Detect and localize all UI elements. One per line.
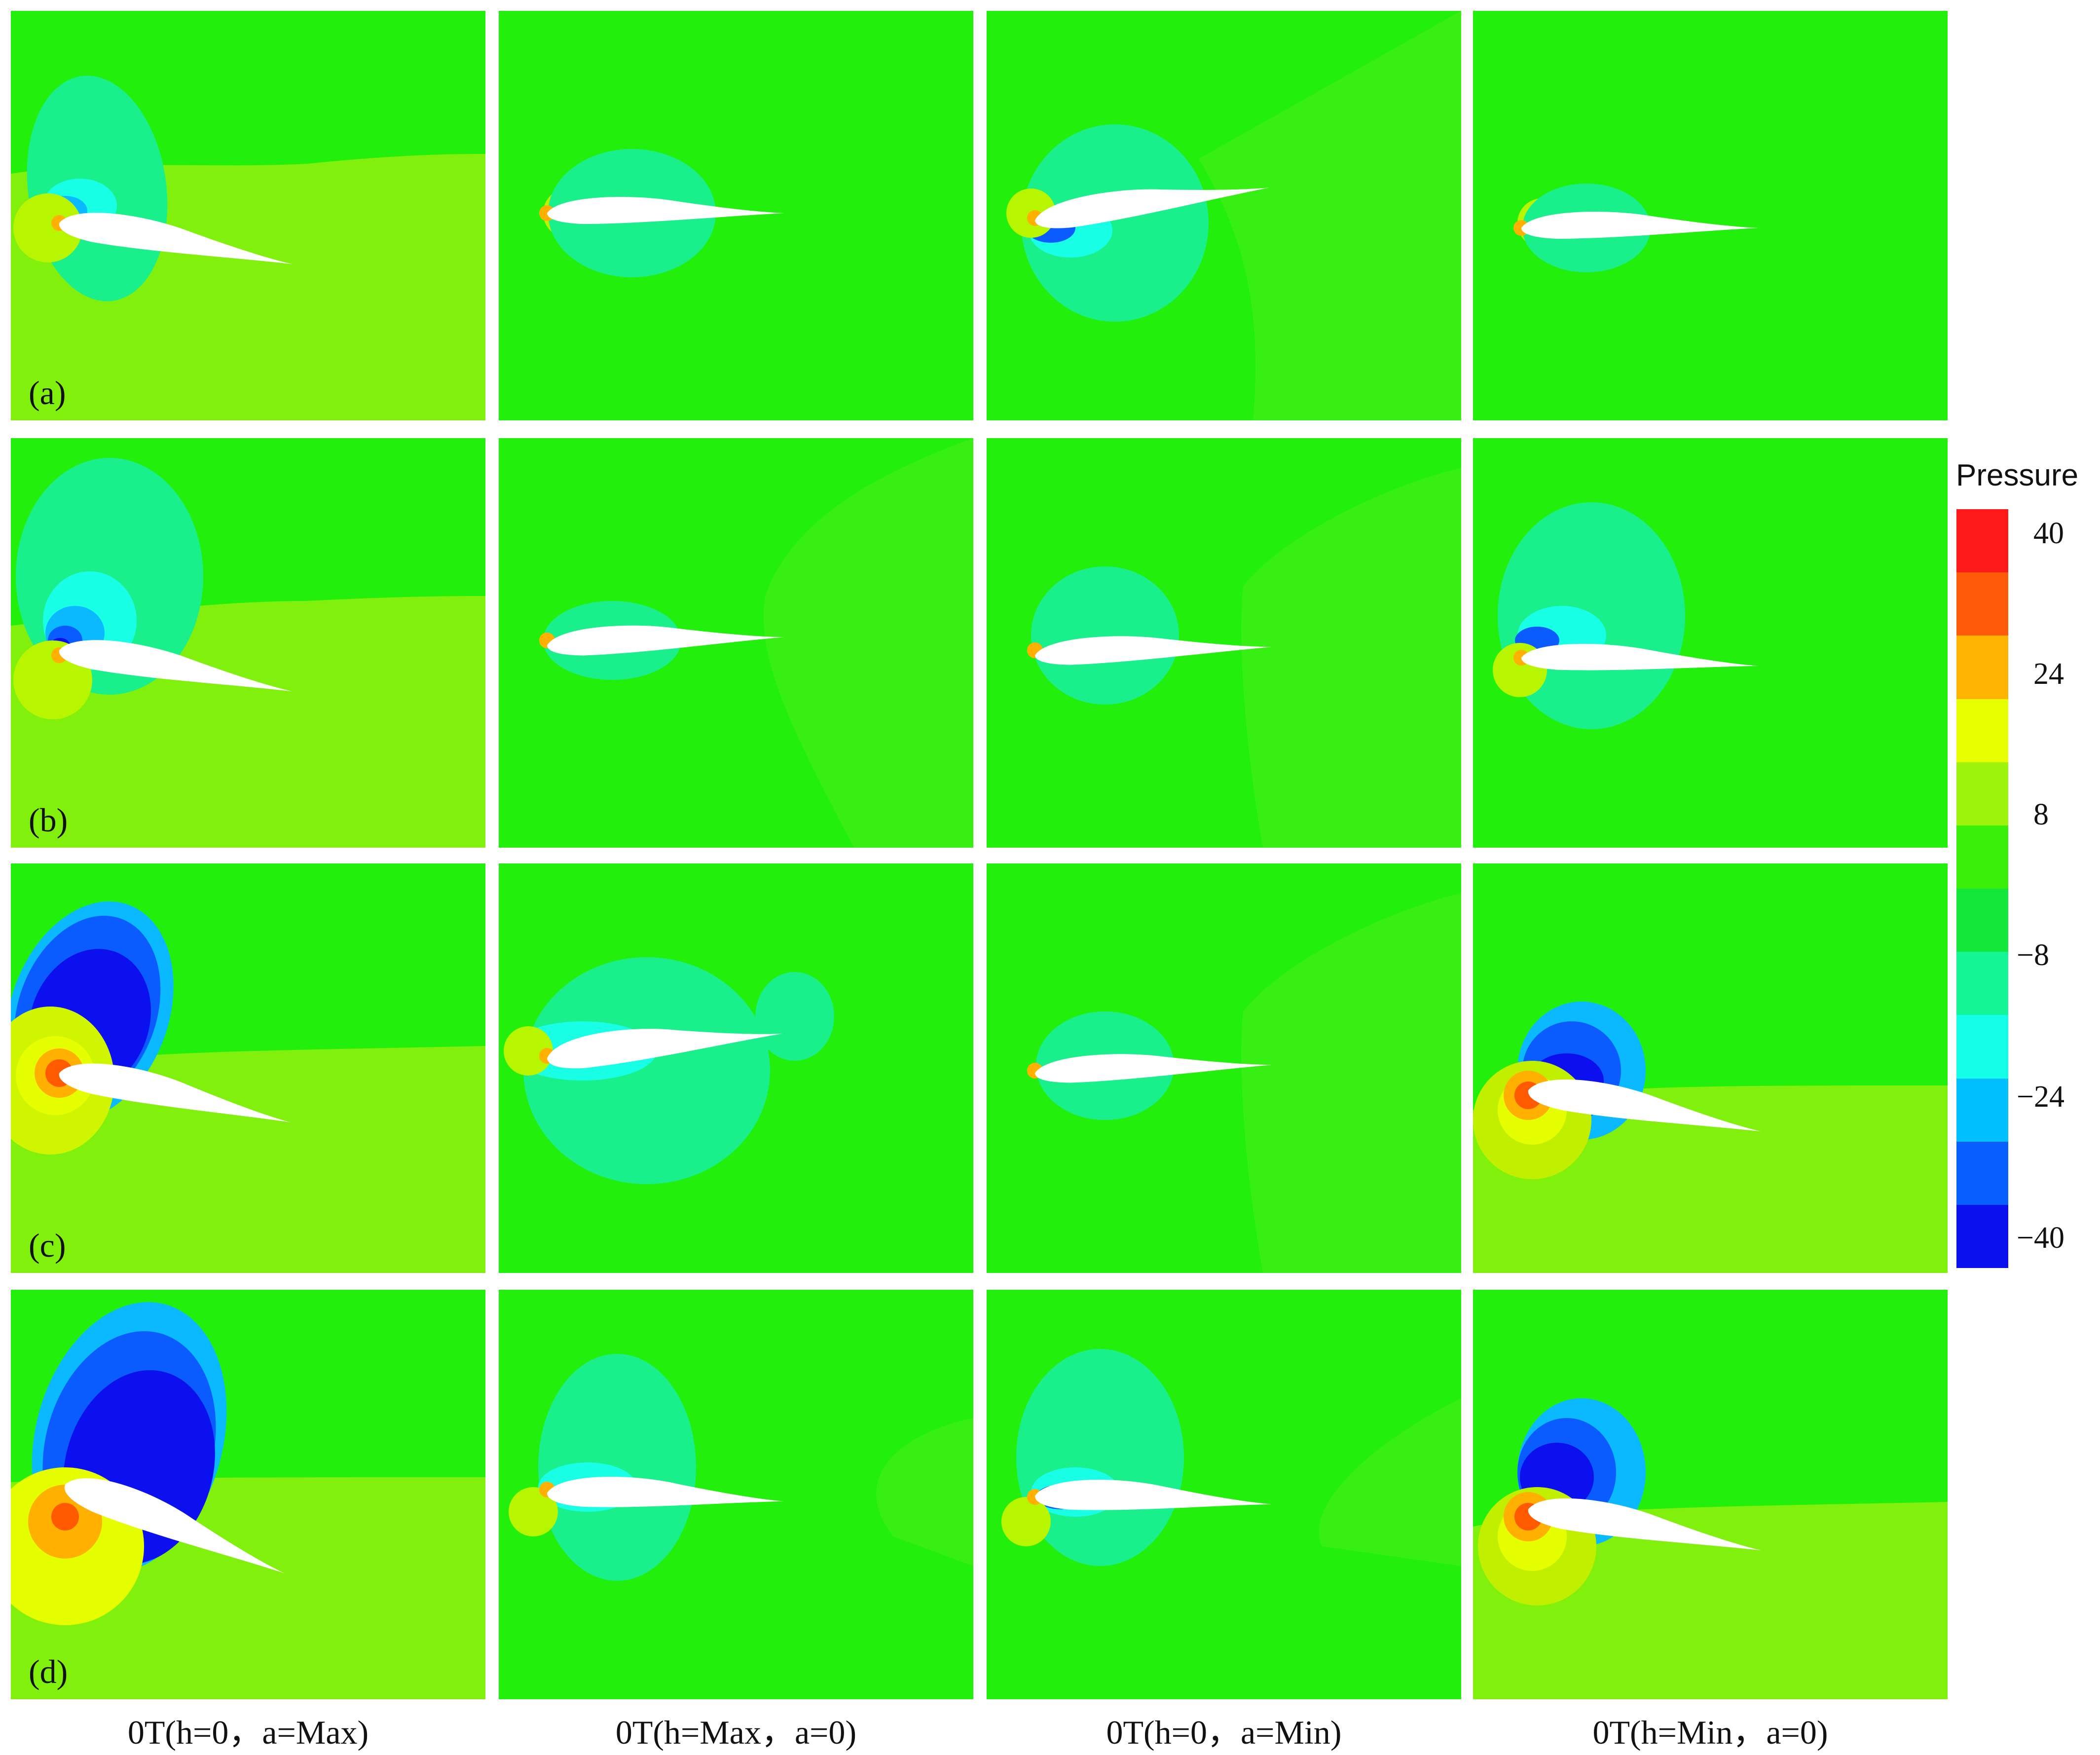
colorbar-tick-label: 8 (2033, 798, 2049, 831)
colorbar-tick-label: −40 (2017, 1221, 2064, 1255)
colorbar-tick-label: −24 (2017, 1080, 2064, 1114)
contour-panel-c-hmax-a0 (499, 863, 973, 1273)
airfoil (64, 1478, 285, 1573)
colorbar-swatch-9 (1956, 1078, 2008, 1142)
colorbar-swatch-1 (1956, 572, 2008, 636)
column-caption-hmax-a0: 0T(h=Max，a=0) (615, 1714, 857, 1751)
contour-panel-b-hmin-a0 (1473, 438, 1948, 848)
contour-panel-d-hmax-a0 (499, 1290, 973, 1699)
colorbar-swatch-6 (1956, 889, 2008, 952)
contour-panel-d-h0-amin (987, 1290, 1461, 1699)
colorbar-swatch-11 (1956, 1204, 2008, 1269)
colorbar-swatch-3 (1956, 699, 2008, 762)
column-caption-h0-amax: 0T(h=0，a=Max) (127, 1714, 369, 1751)
airfoil (1521, 643, 1758, 671)
contour-panel-a-h0-amin (987, 11, 1461, 420)
colorbar-swatch-10 (1956, 1141, 2008, 1205)
contour-panel-b-h0-amin (987, 438, 1461, 848)
contour-panel-b-hmax-a0 (499, 438, 973, 848)
contour-panel-c-h0-amax (11, 863, 485, 1273)
colorbar-tick-label: −8 (2017, 938, 2049, 972)
contour-panel-d-h0-amax (11, 1290, 485, 1699)
colorbar-swatch-2 (1956, 635, 2008, 699)
pressure-colorbar (1956, 509, 2008, 1269)
contour-panel-c-hmin-a0 (1473, 863, 1948, 1273)
airfoil (1528, 1498, 1762, 1551)
colorbar-tick-label: 40 (2033, 517, 2064, 550)
airfoil (547, 625, 784, 656)
airfoil (1528, 1079, 1762, 1132)
colorbar-swatch-7 (1956, 952, 2008, 1015)
row-label-c: (c) (29, 1227, 66, 1264)
airfoil (547, 1476, 784, 1507)
contour-panel-d-hmin-a0 (1473, 1290, 1948, 1699)
airfoil (59, 213, 293, 264)
row-label-b: (b) (29, 801, 68, 839)
contour-panel-a-h0-amax (11, 11, 485, 420)
row-label-d: (d) (29, 1653, 68, 1690)
airfoil (59, 1063, 291, 1122)
airfoil (59, 640, 293, 692)
colorbar-swatch-5 (1956, 825, 2008, 889)
contour-panel-a-hmax-a0 (499, 11, 973, 420)
colorbar-swatch-0 (1956, 509, 2008, 573)
contour-panel-c-h0-amin (987, 863, 1461, 1273)
row-label-a: (a) (29, 374, 66, 411)
airfoil (1034, 1479, 1272, 1510)
contour-panel-b-h0-amax (11, 438, 485, 848)
column-caption-hmin-a0: 0T(h=Min，a=0) (1592, 1714, 1828, 1751)
airfoil (1035, 187, 1270, 228)
airfoil (547, 1029, 783, 1069)
airfoil (1035, 636, 1272, 665)
column-caption-h0-amin: 0T(h=0，a=Min) (1106, 1714, 1342, 1751)
contour-panel-a-hmin-a0 (1473, 11, 1948, 420)
airfoil (1521, 212, 1758, 239)
legend-title: Pressure (1956, 458, 2079, 492)
airfoil (547, 197, 784, 224)
colorbar-swatch-4 (1956, 762, 2008, 825)
airfoil (1035, 1054, 1272, 1083)
colorbar-swatch-8 (1956, 1015, 2008, 1079)
colorbar-tick-label: 24 (2033, 657, 2064, 691)
